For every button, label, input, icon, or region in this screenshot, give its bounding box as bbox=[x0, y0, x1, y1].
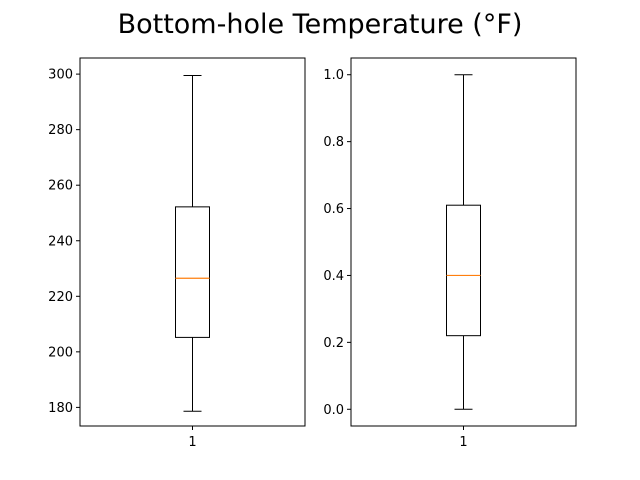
left-ytick-label: 220 bbox=[48, 290, 73, 305]
left-box bbox=[175, 206, 210, 338]
left-ytick-label: 240 bbox=[48, 234, 73, 249]
left-ytick-label: 280 bbox=[48, 123, 73, 138]
left-ytick-label: 300 bbox=[48, 68, 73, 83]
right-ytick-label: 0.8 bbox=[323, 135, 344, 150]
left-ytick-label: 200 bbox=[48, 345, 73, 360]
left-ytick-label: 180 bbox=[48, 401, 73, 416]
right-ytick-label: 0.4 bbox=[323, 269, 344, 284]
left-ytick-label: 260 bbox=[48, 179, 73, 194]
right-ytick-label: 1.0 bbox=[323, 68, 344, 83]
left-xtick-label: 1 bbox=[188, 435, 196, 450]
left-boxplot-panel: 180 200 220 240 260 280 300 1 bbox=[48, 57, 306, 450]
right-boxplot-panel: 0.0 0.2 0.4 0.6 0.8 1.0 1 bbox=[323, 57, 577, 450]
right-ytick-label: 0.6 bbox=[323, 202, 344, 217]
right-ytick-label: 0.2 bbox=[323, 336, 344, 351]
right-box bbox=[446, 204, 481, 337]
right-xtick-label: 1 bbox=[459, 435, 467, 450]
figure-title: Bottom-hole Temperature (°F) bbox=[118, 9, 523, 40]
right-ytick-label: 0.0 bbox=[323, 403, 344, 418]
